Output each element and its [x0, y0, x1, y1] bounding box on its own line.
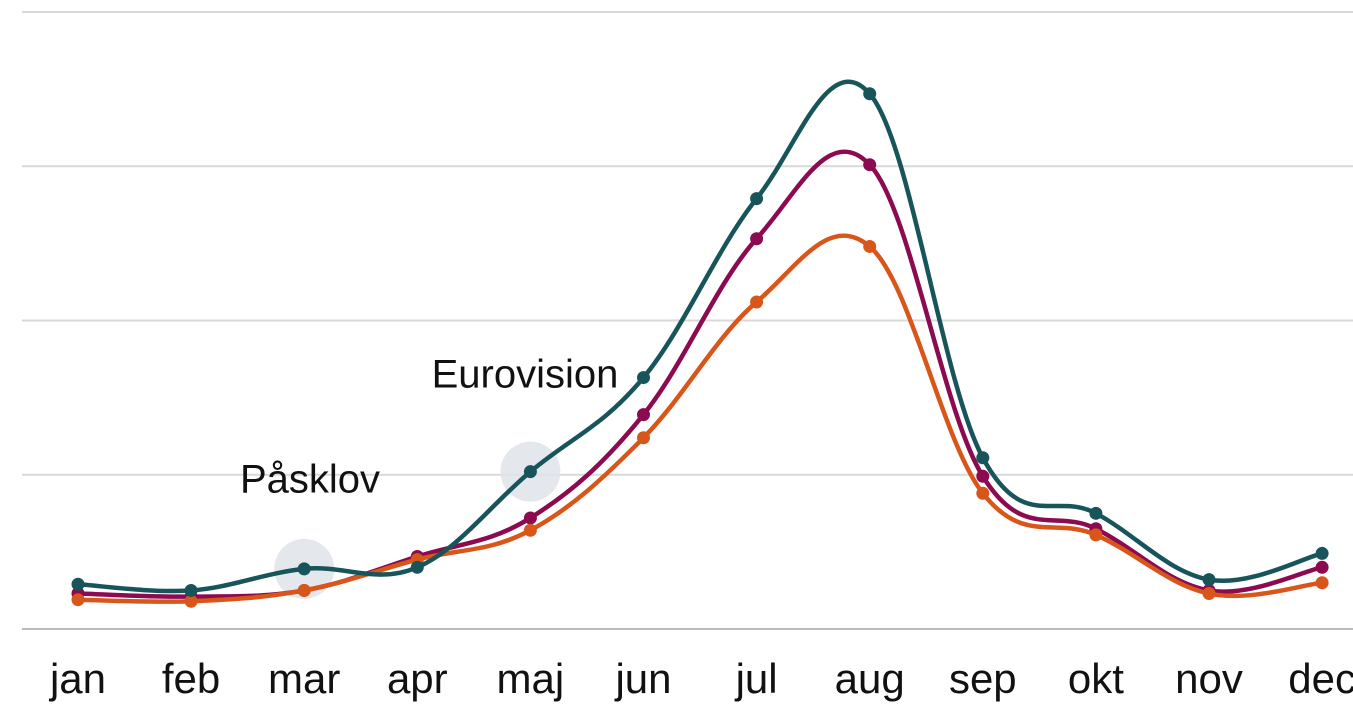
point: [184, 594, 198, 608]
point: [184, 583, 198, 597]
point: [750, 295, 764, 309]
point: [1202, 573, 1216, 587]
point: [750, 232, 764, 246]
x-tick-label: jan: [48, 655, 106, 702]
series-line: [77, 149, 1323, 599]
point: [297, 583, 311, 597]
x-tick-label: sep: [949, 655, 1017, 702]
x-tick-label: jun: [613, 655, 671, 702]
point: [750, 192, 764, 206]
point: [1089, 506, 1103, 520]
point: [637, 408, 650, 422]
point: [71, 593, 85, 607]
x-tick-label: apr: [387, 655, 448, 702]
point: [1202, 587, 1216, 601]
x-tick-label: jul: [734, 655, 778, 702]
point: [976, 486, 990, 500]
point: [1315, 576, 1329, 590]
point: [523, 465, 537, 479]
point: [523, 523, 537, 537]
x-tick-label: dec: [1288, 655, 1353, 702]
annotation: Eurovision: [432, 353, 619, 397]
x-tick-label: mar: [268, 655, 340, 702]
point: [637, 431, 650, 445]
point: [1315, 560, 1329, 574]
point: [863, 239, 877, 253]
x-tick-label: okt: [1068, 655, 1124, 702]
point: [637, 371, 650, 385]
point: [1315, 546, 1329, 560]
point: [1089, 528, 1103, 542]
x-tick-label: maj: [497, 655, 565, 702]
point: [863, 158, 877, 172]
point: [863, 87, 877, 101]
point: [71, 577, 85, 591]
point: [297, 562, 311, 576]
point: [410, 560, 424, 574]
series-line: [77, 79, 1323, 594]
x-tick-label: feb: [162, 655, 220, 702]
x-tick-label: nov: [1175, 655, 1243, 702]
point: [523, 511, 537, 525]
point: [976, 469, 990, 483]
point: [976, 451, 990, 465]
x-tick-label: aug: [835, 655, 905, 702]
annotation: Påsklov: [240, 458, 380, 502]
